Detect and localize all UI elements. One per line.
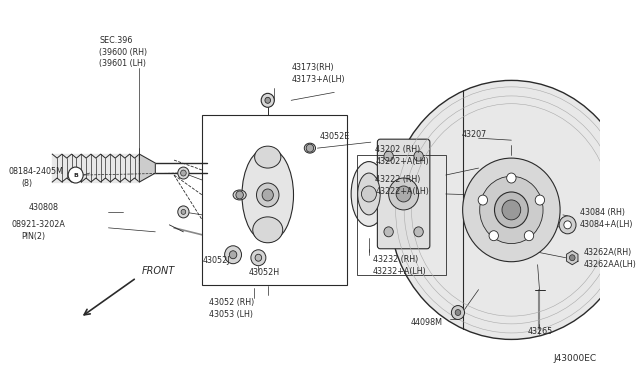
Text: 43173+A(LH): 43173+A(LH) [291, 76, 345, 84]
Ellipse shape [480, 176, 543, 244]
Text: 430808: 430808 [29, 203, 59, 212]
Text: 43052 (RH): 43052 (RH) [209, 298, 254, 307]
Circle shape [255, 254, 262, 261]
Circle shape [178, 206, 189, 218]
Text: 43232+A(LH): 43232+A(LH) [372, 267, 426, 276]
Text: 43265: 43265 [527, 327, 552, 336]
Circle shape [489, 231, 499, 241]
Ellipse shape [358, 173, 380, 215]
Bar [202, 115, 348, 285]
Text: 43202 (RH): 43202 (RH) [376, 145, 420, 154]
Circle shape [495, 192, 528, 228]
Circle shape [68, 167, 83, 183]
Text: 43084+A(LH): 43084+A(LH) [580, 220, 633, 229]
Circle shape [257, 183, 279, 207]
Text: 43084 (RH): 43084 (RH) [580, 208, 625, 217]
Bar [356, 155, 446, 275]
Circle shape [225, 246, 241, 264]
Text: J43000EC: J43000EC [554, 355, 596, 363]
Circle shape [178, 167, 189, 179]
Text: (39600 (RH): (39600 (RH) [99, 48, 147, 57]
Circle shape [451, 305, 465, 320]
Text: 43262AA(LH): 43262AA(LH) [584, 260, 636, 269]
Circle shape [414, 227, 423, 237]
Ellipse shape [253, 217, 283, 243]
Circle shape [524, 231, 534, 241]
Text: 43222 (RH): 43222 (RH) [376, 175, 421, 184]
Circle shape [564, 221, 572, 229]
Circle shape [265, 97, 271, 103]
Text: 43232 (RH): 43232 (RH) [372, 255, 418, 264]
Text: 43222+A(LH): 43222+A(LH) [376, 187, 429, 196]
Circle shape [559, 216, 576, 234]
Circle shape [384, 227, 394, 237]
Circle shape [388, 178, 419, 210]
Ellipse shape [304, 143, 316, 153]
Circle shape [251, 250, 266, 266]
Text: (8): (8) [21, 179, 33, 188]
Circle shape [362, 186, 376, 202]
FancyBboxPatch shape [378, 139, 430, 249]
Circle shape [384, 151, 394, 161]
Text: 43053 (LH): 43053 (LH) [209, 310, 253, 318]
Text: PIN(2): PIN(2) [21, 232, 45, 241]
Polygon shape [140, 154, 156, 182]
Ellipse shape [233, 190, 246, 200]
Ellipse shape [255, 146, 281, 168]
Ellipse shape [390, 80, 633, 339]
Text: 08921-3202A: 08921-3202A [12, 220, 66, 229]
Text: 43207: 43207 [461, 130, 487, 139]
Text: 43052E: 43052E [319, 132, 349, 141]
Circle shape [414, 151, 423, 161]
Text: 43262A(RH): 43262A(RH) [584, 248, 632, 257]
Text: B: B [73, 173, 78, 177]
Ellipse shape [242, 148, 294, 242]
Text: 43202+A(LH): 43202+A(LH) [376, 157, 429, 166]
Text: 08184-2405M: 08184-2405M [8, 167, 63, 176]
Circle shape [236, 191, 243, 199]
Circle shape [396, 186, 411, 202]
Circle shape [570, 255, 575, 261]
Text: (39601 (LH): (39601 (LH) [99, 60, 146, 68]
Text: SEC.396: SEC.396 [99, 36, 132, 45]
Text: 44098M: 44098M [411, 318, 443, 327]
Circle shape [535, 195, 545, 205]
Polygon shape [566, 251, 578, 265]
Circle shape [507, 173, 516, 183]
Circle shape [262, 189, 273, 201]
Text: 43052J: 43052J [202, 256, 230, 265]
Circle shape [455, 310, 461, 315]
Ellipse shape [463, 158, 560, 262]
Text: 43052H: 43052H [249, 268, 280, 277]
Circle shape [306, 144, 314, 152]
Text: 43173(RH): 43173(RH) [291, 64, 334, 73]
Circle shape [229, 251, 237, 259]
Circle shape [180, 170, 186, 176]
Circle shape [261, 93, 275, 107]
Circle shape [181, 209, 186, 214]
Ellipse shape [351, 161, 387, 226]
Circle shape [502, 200, 521, 220]
Text: FRONT: FRONT [141, 266, 175, 276]
Circle shape [478, 195, 488, 205]
